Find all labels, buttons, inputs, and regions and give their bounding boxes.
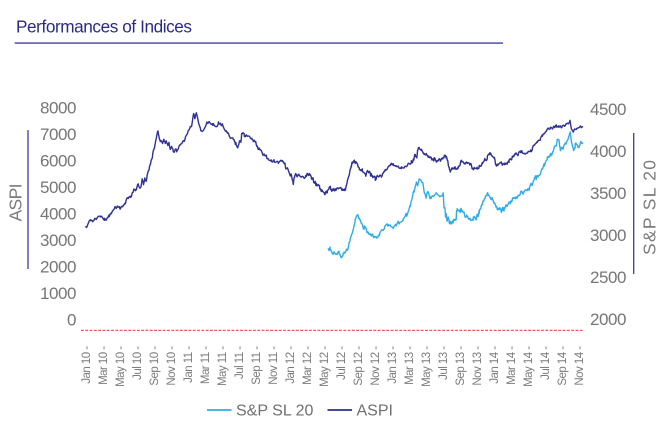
svg-text:May 11 -: May 11 - <box>217 346 229 386</box>
svg-text:Jul 14 -: Jul 14 - <box>540 346 552 380</box>
svg-text:May 10 -: May 10 - <box>115 346 127 387</box>
svg-text:Nov 14 -: Nov 14 - <box>574 346 586 386</box>
svg-text:Jul 10 -: Jul 10 - <box>132 346 144 380</box>
svg-text:Nov 13 -: Nov 13 - <box>472 346 484 386</box>
svg-text:0: 0 <box>67 310 76 329</box>
svg-text:Mar 13 -: Mar 13 - <box>404 346 416 385</box>
svg-text:Mar 12 -: Mar 12 - <box>302 346 314 385</box>
svg-text:2000: 2000 <box>40 257 76 276</box>
svg-text:2000: 2000 <box>590 310 626 329</box>
svg-text:Jan 11 -: Jan 11 - <box>183 346 195 383</box>
svg-text:ASPI: ASPI <box>6 184 26 222</box>
svg-text:Sep 12 -: Sep 12 - <box>353 346 365 386</box>
svg-text:Jul 13 -: Jul 13 - <box>438 346 450 380</box>
svg-text:4500: 4500 <box>590 100 626 119</box>
svg-text:2500: 2500 <box>590 268 626 287</box>
svg-text:S&P SL 20: S&P SL 20 <box>236 403 313 420</box>
svg-text:Jul 11 -: Jul 11 - <box>234 346 246 379</box>
svg-text:3000: 3000 <box>40 231 76 250</box>
svg-text:Performances of Indices: Performances of Indices <box>16 17 192 37</box>
svg-text:Jan 13 -: Jan 13 - <box>387 346 399 384</box>
svg-text:Sep 14 -: Sep 14 - <box>557 346 569 386</box>
svg-text:Nov 12 -: Nov 12 - <box>370 346 382 386</box>
svg-text:May 14 -: May 14 - <box>523 346 535 387</box>
svg-text:Mar 11 -: Mar 11 - <box>200 346 212 384</box>
svg-text:5000: 5000 <box>40 178 76 197</box>
svg-text:6000: 6000 <box>40 152 76 171</box>
svg-text:Mar 14 -: Mar 14 - <box>506 346 518 385</box>
svg-text:3000: 3000 <box>590 226 626 245</box>
svg-text:Mar 10 -: Mar 10 - <box>98 346 110 385</box>
svg-text:3500: 3500 <box>590 184 626 203</box>
svg-text:8000: 8000 <box>40 99 76 118</box>
svg-text:Sep 13 -: Sep 13 - <box>455 346 467 386</box>
svg-text:Jan 10 -: Jan 10 - <box>81 346 93 384</box>
svg-text:Jan 12 -: Jan 12 - <box>285 346 297 384</box>
svg-text:7000: 7000 <box>40 125 76 144</box>
svg-text:Jan 14 -: Jan 14 - <box>489 346 501 384</box>
svg-text:Sep 10 -: Sep 10 - <box>149 346 161 386</box>
svg-text:Sep 11 -: Sep 11 - <box>251 346 263 385</box>
svg-text:ASPI: ASPI <box>357 403 393 420</box>
svg-text:4000: 4000 <box>590 142 626 161</box>
svg-text:Jul 12 -: Jul 12 - <box>336 346 348 380</box>
svg-text:1000: 1000 <box>40 284 76 303</box>
svg-text:May 13 -: May 13 - <box>421 346 433 387</box>
svg-text:Nov 11 -: Nov 11 - <box>268 346 280 385</box>
svg-text:May 12 -: May 12 - <box>319 346 331 387</box>
svg-text:4000: 4000 <box>40 205 76 224</box>
svg-text:Nov 10 -: Nov 10 - <box>166 346 178 386</box>
svg-text:S&P SL 20: S&P SL 20 <box>640 160 660 255</box>
